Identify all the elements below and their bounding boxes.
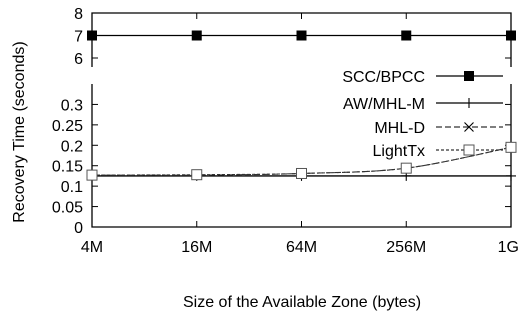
y-tick-label: 6 [74,51,83,68]
y-axis-label: Recovery Time (seconds) [11,41,28,222]
x-tick-label: 64M [286,239,317,256]
legend-entry: LightTx [373,143,503,160]
x-tick-label: 256M [386,239,426,256]
series-lighttx [86,141,517,181]
data-point [296,167,307,179]
legend-marker [464,71,474,81]
y-tick-label: 0.25 [52,118,83,135]
legend-label: SCC/BPCC [342,69,425,86]
y-tick-label: 0.1 [61,179,83,196]
y-tick-label: 0.2 [61,138,83,155]
legend-marker [464,122,474,132]
y-tick-label: 0 [74,220,83,237]
axis-ticks: 6 7 8 0 0.05 0.1 0.15 0.2 0.25 0.3 4M 16M 64M 256M 1G [52,6,519,256]
y-tick-label: 0.15 [52,159,83,176]
data-point [505,141,517,153]
legend: SCC/BPCC AW/MHL-M MHL-D LightTx [342,69,503,160]
data-point [191,169,203,181]
data-point [191,30,202,41]
legend-label: LightTx [373,143,425,160]
data-point [87,30,97,41]
data-point [506,30,516,41]
y-tick-label: 0.3 [61,97,83,114]
x-tick-label: 16M [181,239,212,256]
legend-entry: MHL-D [374,120,503,137]
series-scc-bpcc [87,30,516,41]
plot-frame [91,12,512,228]
series-line [91,146,512,176]
legend-label: AW/MHL-M [343,96,425,113]
legend-entry: SCC/BPCC [342,69,503,86]
legend-marker [464,98,474,108]
data-point [400,162,412,174]
y-tick-label: 0.05 [52,200,83,217]
y-tick-label: 7 [74,29,83,46]
x-axis-label: Size of the Available Zone (bytes) [183,294,421,311]
data-point [506,170,516,181]
data-point [401,30,412,41]
chart-frame [91,12,512,228]
series-layer [86,30,517,181]
legend-entry: AW/MHL-M [343,96,503,113]
x-tick-label: 4M [81,239,103,256]
data-point [86,169,98,181]
x-tick-label: 1G [498,239,519,256]
y-tick-label: 8 [74,6,83,23]
data-point [296,30,307,41]
legend-marker [463,144,475,156]
legend-label: MHL-D [374,120,425,137]
